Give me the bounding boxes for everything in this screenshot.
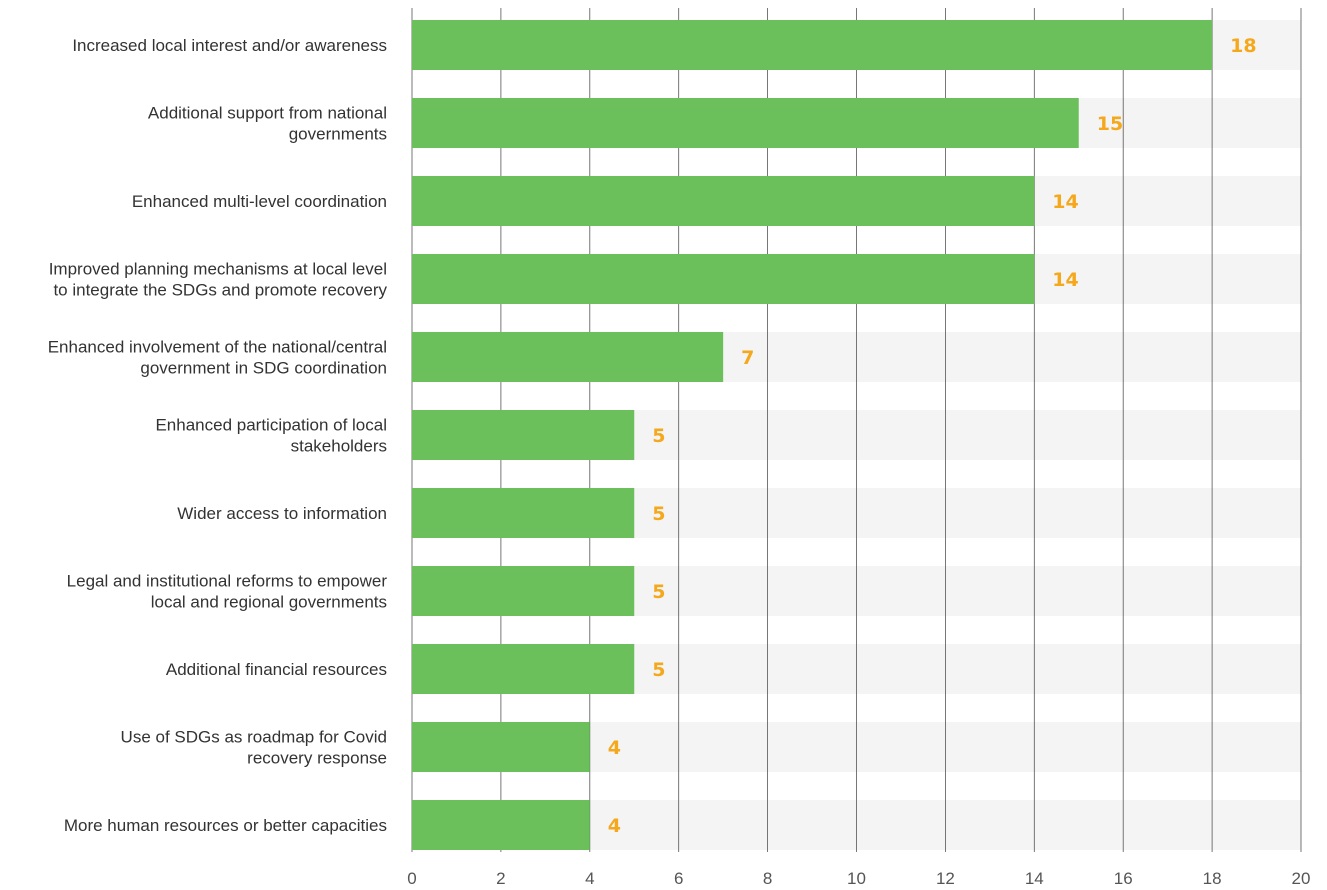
category-label-line: recovery response: [247, 749, 387, 768]
x-tick-label: 16: [1114, 869, 1133, 888]
value-label: 14: [1052, 191, 1078, 213]
category-label: Enhanced multi-level coordination: [132, 192, 387, 211]
category-label-line: Improved planning mechanisms at local le…: [49, 260, 387, 279]
x-tick-label: 10: [847, 869, 866, 888]
category-label-line: Increased local interest and/or awarenes…: [72, 36, 387, 55]
value-label: 15: [1097, 113, 1123, 135]
value-label: 18: [1230, 35, 1256, 57]
category-label: Enhanced involvement of the national/cen…: [48, 338, 387, 378]
bar-layer: [412, 20, 1213, 850]
value-label: 5: [652, 581, 665, 603]
category-label-line: government in SDG coordination: [140, 359, 387, 378]
category-label: Improved planning mechanisms at local le…: [49, 260, 388, 300]
category-label-line: Additional financial resources: [166, 660, 387, 679]
category-label-line: Enhanced involvement of the national/cen…: [48, 338, 387, 357]
category-label-line: Enhanced participation of local: [155, 416, 387, 435]
x-tick-label: 8: [763, 869, 772, 888]
value-label: 5: [652, 425, 665, 447]
value-label-layer: 18 15 14 14 7 5 5 5 5 4 4: [608, 35, 1257, 837]
bar: [412, 20, 1213, 70]
x-tick-label: 0: [407, 869, 416, 888]
category-label-line: Wider access to information: [177, 504, 387, 523]
category-label: Additional support from national governme…: [148, 104, 387, 144]
x-tick-layer: 0 2 4 6 8 10 12 14 16 18 20: [407, 869, 1310, 888]
bar: [412, 644, 635, 694]
bar: [412, 254, 1035, 304]
value-label: 7: [741, 347, 754, 369]
x-tick-label: 6: [674, 869, 683, 888]
x-tick-label: 4: [585, 869, 594, 888]
category-label: More human resources or better capacitie…: [64, 816, 387, 835]
x-tick-label: 20: [1292, 869, 1311, 888]
category-label: Additional financial resources: [166, 660, 387, 679]
category-label-line: Additional support from national: [148, 104, 387, 123]
bar: [412, 800, 590, 850]
category-label-line: Use of SDGs as roadmap for Covid: [121, 728, 387, 747]
category-label-line: More human resources or better capacitie…: [64, 816, 387, 835]
category-label: Enhanced participation of local stakehold…: [155, 416, 387, 456]
x-tick-label: 2: [496, 869, 505, 888]
category-label-line: governments: [289, 125, 387, 144]
value-label: 4: [608, 815, 621, 837]
bar: [412, 488, 635, 538]
category-label: Use of SDGs as roadmap for Covid recovery…: [121, 728, 387, 768]
value-label: 5: [652, 503, 665, 525]
value-label: 14: [1052, 269, 1078, 291]
bar: [412, 722, 590, 772]
x-tick-label: 14: [1025, 869, 1044, 888]
bar: [412, 410, 635, 460]
category-label: Legal and institutional reforms to empow…: [67, 572, 388, 612]
x-tick-label: 18: [1203, 869, 1222, 888]
bar: [412, 98, 1079, 148]
x-tick-label: 12: [936, 869, 955, 888]
category-label: Wider access to information: [177, 504, 387, 523]
category-label-line: to integrate the SDGs and promote recove…: [53, 281, 387, 300]
category-label-line: Legal and institutional reforms to empow…: [67, 572, 388, 591]
bar: [412, 332, 724, 382]
category-label: Increased local interest and/or awarenes…: [72, 36, 387, 55]
value-label: 4: [608, 737, 621, 759]
value-label: 5: [652, 659, 665, 681]
category-label-line: local and regional governments: [151, 593, 387, 612]
bar: [412, 566, 635, 616]
category-label-line: stakeholders: [291, 437, 387, 456]
category-label-layer: Increased local interest and/or awarenes…: [48, 36, 388, 835]
category-label-line: Enhanced multi-level coordination: [132, 192, 387, 211]
bar: [412, 176, 1035, 226]
